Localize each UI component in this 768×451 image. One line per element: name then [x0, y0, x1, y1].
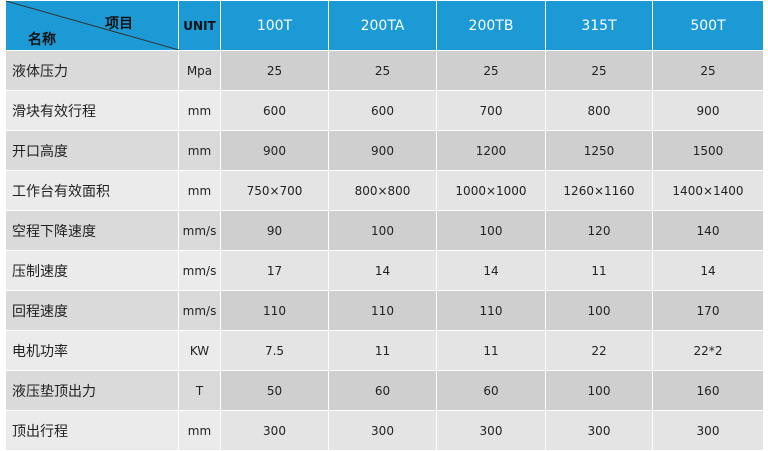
- header-row: 项目 名称 UNIT 100T 200TA 200TB 315T 500T: [5, 0, 764, 51]
- value-cell: 1400×1400: [652, 170, 764, 211]
- value-cell: 22: [545, 330, 653, 371]
- value-cell: 11: [545, 250, 653, 291]
- value-cell: 50: [220, 370, 329, 411]
- value-cell: 100: [545, 290, 653, 331]
- header-cell: 200TB: [436, 0, 546, 51]
- value-cell: 25: [436, 50, 546, 91]
- corner-bottom: 名称: [28, 32, 56, 48]
- unit-cell: Mpa: [178, 50, 221, 91]
- value-cell: 160: [652, 370, 764, 411]
- header-cell: 100T: [220, 0, 329, 51]
- row: 压制速度 mm/s 17 14 14 11 14: [5, 250, 764, 291]
- value-cell: 25: [652, 50, 764, 91]
- corner-cell: 项目 名称: [5, 0, 179, 51]
- value-cell: 14: [328, 250, 437, 291]
- header-cell: 500T: [652, 0, 764, 51]
- value-cell: 11: [328, 330, 437, 371]
- row-name: 回程速度: [5, 290, 179, 331]
- row-name: 开口高度: [5, 130, 179, 171]
- row: 顶出行程 mm 300 300 300 300 300: [5, 410, 764, 451]
- row: 电机功率 KW 7.5 11 11 22 22*2: [5, 330, 764, 371]
- row-name: 压制速度: [5, 250, 179, 291]
- value-cell: 1200: [436, 130, 546, 171]
- unit-cell: mm: [178, 130, 221, 171]
- row-name: 液体压力: [5, 50, 179, 91]
- value-cell: 300: [328, 410, 437, 451]
- value-cell: 100: [436, 210, 546, 251]
- row-name: 顶出行程: [5, 410, 179, 451]
- value-cell: 110: [220, 290, 329, 331]
- unit-cell: mm/s: [178, 290, 221, 331]
- value-cell: 1250: [545, 130, 653, 171]
- unit-cell: mm: [178, 410, 221, 451]
- row: 液体压力 Mpa 25 25 25 25 25: [5, 50, 764, 91]
- row: 回程速度 mm/s 110 110 110 100 170: [5, 290, 764, 331]
- value-cell: 300: [545, 410, 653, 451]
- value-cell: 1260×1160: [545, 170, 653, 211]
- spec-table: 项目 名称 UNIT 100T 200TA 200TB 315T 500T 液体压力 Mpa…: [5, 0, 764, 451]
- value-cell: 700: [436, 90, 546, 131]
- value-cell: 100: [328, 210, 437, 251]
- value-cell: 800×800: [328, 170, 437, 211]
- value-cell: 170: [652, 290, 764, 331]
- row-name: 液压垫顶出力: [5, 370, 179, 411]
- row: 空程下降速度 mm/s 90 100 100 120 140: [5, 210, 764, 251]
- header-cell: UNIT: [178, 0, 221, 51]
- value-cell: 25: [220, 50, 329, 91]
- value-cell: 7.5: [220, 330, 329, 371]
- value-cell: 750×700: [220, 170, 329, 211]
- value-cell: 120: [545, 210, 653, 251]
- value-cell: 14: [436, 250, 546, 291]
- unit-cell: mm: [178, 170, 221, 211]
- value-cell: 25: [328, 50, 437, 91]
- value-cell: 300: [652, 410, 764, 451]
- value-cell: 25: [545, 50, 653, 91]
- value-cell: 600: [220, 90, 329, 131]
- value-cell: 14: [652, 250, 764, 291]
- value-cell: 90: [220, 210, 329, 251]
- row-name: 空程下降速度: [5, 210, 179, 251]
- unit-cell: T: [178, 370, 221, 411]
- value-cell: 900: [328, 130, 437, 171]
- row: 开口高度 mm 900 900 1200 1250 1500: [5, 130, 764, 171]
- header-cell: 315T: [545, 0, 653, 51]
- value-cell: 60: [328, 370, 437, 411]
- value-cell: 800: [545, 90, 653, 131]
- unit-cell: mm/s: [178, 210, 221, 251]
- value-cell: 110: [436, 290, 546, 331]
- diagonal: [6, 1, 179, 50]
- row-name: 滑块有效行程: [5, 90, 179, 131]
- value-cell: 300: [436, 410, 546, 451]
- row: 滑块有效行程 mm 600 600 700 800 900: [5, 90, 764, 131]
- row: 液压垫顶出力 T 50 60 60 100 160: [5, 370, 764, 411]
- value-cell: 140: [652, 210, 764, 251]
- value-cell: 1500: [652, 130, 764, 171]
- value-cell: 17: [220, 250, 329, 291]
- row-name: 工作台有效面积: [5, 170, 179, 211]
- value-cell: 22*2: [652, 330, 764, 371]
- value-cell: 600: [328, 90, 437, 131]
- unit-cell: mm: [178, 90, 221, 131]
- unit-cell: mm/s: [178, 250, 221, 291]
- value-cell: 1000×1000: [436, 170, 546, 211]
- value-cell: 11: [436, 330, 546, 371]
- unit-cell: KW: [178, 330, 221, 371]
- row-name: 电机功率: [5, 330, 179, 371]
- row: 工作台有效面积 mm 750×700 800×800 1000×1000 1260×116…: [5, 170, 764, 211]
- value-cell: 300: [220, 410, 329, 451]
- value-cell: 900: [220, 130, 329, 171]
- value-cell: 900: [652, 90, 764, 131]
- corner-top: 项目: [105, 16, 133, 32]
- value-cell: 110: [328, 290, 437, 331]
- value-cell: 60: [436, 370, 546, 411]
- value-cell: 100: [545, 370, 653, 411]
- table-body: 液体压力 Mpa 25 25 25 25 25 滑块有效行程 mm 600 600 700 800 900…: [5, 50, 764, 451]
- header-cell: 200TA: [328, 0, 437, 51]
